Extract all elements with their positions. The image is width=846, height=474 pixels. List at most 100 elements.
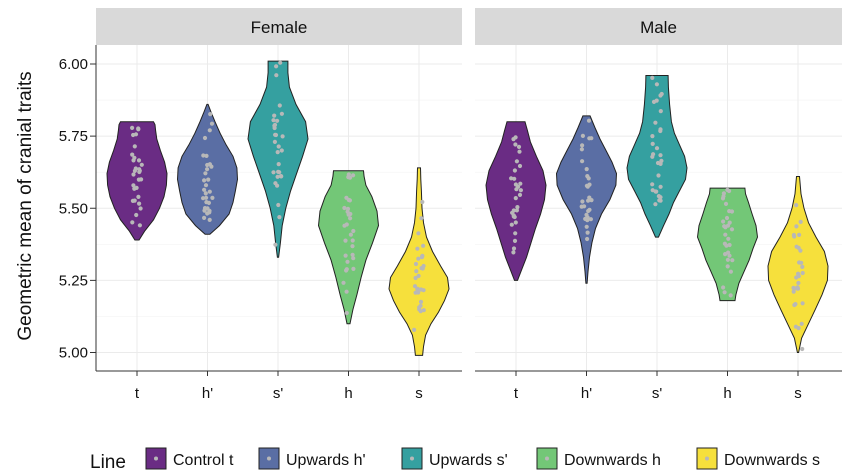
data-point — [654, 146, 660, 151]
data-point — [132, 168, 137, 173]
data-point — [139, 162, 144, 167]
data-point — [653, 120, 658, 125]
data-point — [653, 202, 658, 207]
data-point — [202, 135, 208, 141]
data-point — [658, 93, 663, 98]
data-point — [278, 60, 283, 65]
legend-key-point — [267, 456, 271, 461]
data-point — [341, 280, 346, 285]
data-point — [728, 293, 733, 298]
data-point — [344, 268, 349, 273]
data-point — [275, 174, 280, 179]
violin-t — [485, 121, 547, 281]
data-point — [204, 200, 209, 205]
data-point — [723, 252, 728, 257]
data-point — [271, 118, 276, 123]
data-point — [420, 199, 425, 205]
data-point — [579, 147, 585, 152]
data-point — [514, 159, 520, 164]
data-point — [271, 170, 276, 175]
x-tick-label: t — [135, 385, 140, 402]
data-point — [131, 183, 136, 188]
data-point — [277, 103, 282, 108]
data-point — [347, 175, 353, 180]
data-point — [586, 118, 592, 123]
x-tick-label: s' — [273, 385, 284, 402]
data-point — [278, 174, 284, 179]
data-point — [274, 64, 279, 69]
x-tick-label: h' — [581, 385, 592, 402]
x-tick-label: s — [415, 385, 423, 402]
data-point — [800, 346, 805, 352]
data-point — [277, 215, 282, 220]
data-point — [342, 205, 347, 211]
data-point — [342, 223, 347, 228]
data-point — [589, 198, 594, 203]
data-point — [276, 169, 281, 174]
data-point — [413, 261, 419, 267]
data-point — [725, 257, 731, 262]
data-point — [134, 212, 139, 218]
data-point — [202, 206, 208, 211]
data-point — [203, 171, 208, 176]
data-point — [130, 125, 135, 130]
data-point — [348, 216, 353, 221]
legend-label: Upwards h' — [286, 452, 366, 469]
data-point — [202, 178, 207, 183]
x-tick-label: t — [514, 385, 519, 402]
data-point — [511, 137, 516, 142]
legend-key-point — [705, 456, 709, 461]
legend-label: Upwards s' — [429, 452, 508, 469]
data-point — [791, 232, 797, 238]
x-tick-label: h' — [202, 385, 213, 402]
data-point — [136, 177, 141, 182]
data-point — [796, 245, 801, 250]
data-point — [799, 321, 804, 326]
data-point — [132, 144, 137, 149]
data-point — [273, 132, 279, 138]
data-point — [586, 176, 591, 181]
data-point — [585, 230, 590, 235]
data-point — [793, 324, 799, 329]
data-point — [726, 236, 731, 241]
legend-label: Control t — [173, 452, 234, 469]
data-point — [791, 286, 796, 291]
data-point — [344, 289, 349, 294]
data-point — [279, 148, 284, 153]
data-point — [345, 209, 350, 214]
data-point — [201, 153, 206, 158]
data-point — [279, 111, 284, 116]
data-point — [509, 210, 515, 215]
data-point — [275, 150, 280, 155]
data-point — [725, 264, 730, 269]
data-point — [421, 243, 426, 248]
data-point — [202, 215, 207, 220]
data-point — [412, 284, 418, 289]
x-tick-label: h — [344, 385, 352, 402]
data-point — [658, 153, 663, 158]
violin-s — [388, 167, 450, 356]
data-point — [584, 224, 589, 229]
data-point — [133, 132, 139, 137]
data-point — [345, 259, 350, 264]
data-point — [723, 232, 728, 237]
data-point — [202, 187, 207, 192]
data-point — [516, 144, 522, 149]
data-point — [584, 212, 589, 217]
data-point — [580, 159, 585, 164]
data-point — [657, 198, 662, 203]
data-point — [203, 183, 209, 188]
data-point — [276, 202, 281, 208]
data-point — [727, 253, 732, 258]
data-point — [418, 299, 424, 304]
data-point — [204, 153, 209, 158]
data-point — [580, 199, 585, 204]
legend-key-point — [154, 456, 158, 461]
data-point — [205, 167, 210, 172]
data-point — [416, 273, 421, 278]
data-point — [659, 158, 664, 163]
y-tick-label: 5.25 — [59, 272, 88, 289]
facet-panel: Female t h' s' h s — [95, 8, 462, 402]
data-point — [134, 185, 139, 190]
y-tick-label: 5.50 — [59, 200, 88, 217]
